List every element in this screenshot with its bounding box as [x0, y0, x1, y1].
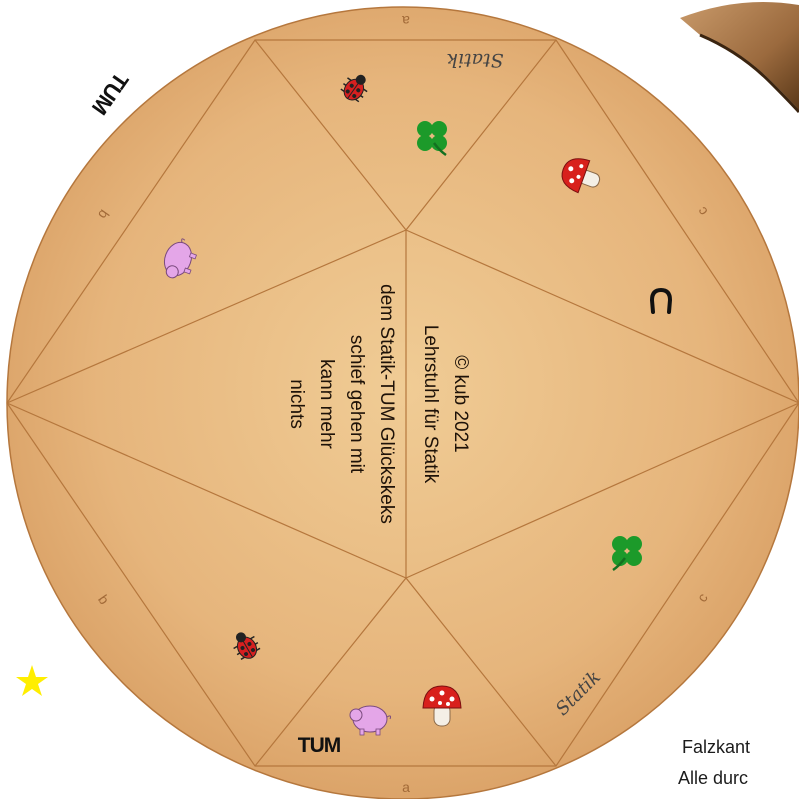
wooden-object-corner — [680, 1, 799, 114]
pig-icon — [349, 705, 392, 736]
horseshoe-icon — [649, 287, 673, 314]
pig-icon — [163, 238, 197, 279]
paper-disk — [6, 6, 799, 799]
center-line-4: dem Statik-TUM Glückskeks — [376, 284, 397, 524]
center-line-3: schief gehen mit — [346, 335, 367, 474]
caption-fold-edge: Falzkant — [682, 737, 751, 757]
ladybug-icon — [233, 632, 261, 660]
center-message-left: nichts kann mehr schief gehen mit dem St… — [286, 284, 397, 524]
center-line-1: nichts — [286, 379, 307, 429]
svg-text:Statik: Statik — [446, 49, 503, 71]
center-message-right: © kub 2021 Lehrstuhl für Statik — [420, 325, 471, 484]
mushroom-icon — [422, 685, 462, 727]
fold-lines — [6, 39, 799, 767]
ladybug-icon — [340, 74, 368, 103]
clover-icon — [417, 121, 447, 157]
caption-all-through: Alle durc — [678, 768, 749, 788]
chair-line: Lehrstuhl für Statik — [420, 325, 441, 484]
svg-text:TUM: TUM — [87, 68, 133, 119]
clover-icon — [612, 536, 642, 572]
edge-label-top: a — [402, 13, 410, 29]
statik-signature-icon: Statik — [446, 49, 503, 71]
tum-logo-icon: TUM — [87, 68, 133, 119]
edge-label-bottom: a — [402, 779, 410, 795]
center-line-2: kann mehr — [316, 359, 337, 449]
mushroom-icon — [561, 158, 601, 194]
svg-text:TUM: TUM — [298, 734, 341, 757]
copyright-line: © kub 2021 — [450, 355, 471, 452]
star-icon — [16, 665, 48, 696]
tum-logo-icon: TUM — [298, 734, 342, 757]
